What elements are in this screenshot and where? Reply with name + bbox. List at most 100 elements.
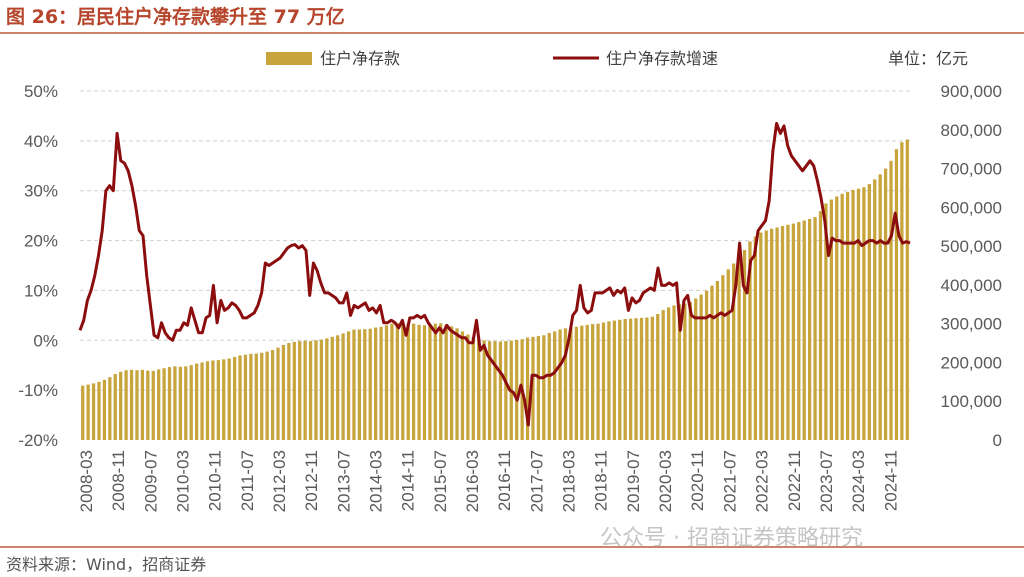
bar (146, 370, 150, 440)
bar (786, 224, 790, 440)
x-tick-label: 2018-03 (560, 450, 579, 512)
bar (379, 326, 383, 440)
bar (634, 318, 638, 440)
unit-label: 单位：亿元 (888, 49, 968, 68)
bar (281, 344, 286, 440)
bar (553, 331, 557, 440)
x-tick-label: 2020-03 (656, 450, 675, 512)
y-left-tick-label: 30% (24, 182, 58, 201)
bar (395, 322, 399, 440)
bar (151, 370, 155, 440)
bar (699, 294, 703, 440)
x-tick-label: 2018-11 (592, 450, 611, 511)
bar (81, 385, 85, 440)
x-tick-label: 2024-11 (881, 450, 900, 511)
bar (753, 236, 758, 440)
bar (704, 290, 709, 440)
bar (460, 331, 465, 440)
bar (270, 350, 275, 440)
bar (813, 217, 817, 440)
bar (232, 357, 237, 440)
bar (319, 339, 324, 440)
y-right-tick-label: 500,000 (941, 237, 1002, 256)
y-left-tick-label: 0% (33, 331, 58, 350)
footer-divider (0, 546, 1024, 548)
bar (184, 366, 188, 440)
bar (330, 336, 334, 440)
bar (542, 335, 546, 440)
x-tick-label: 2008-03 (77, 450, 96, 512)
bar (374, 327, 378, 440)
bar (536, 336, 541, 440)
x-tick-label: 2023-07 (817, 450, 836, 512)
bar (86, 384, 90, 440)
bar (791, 223, 795, 440)
x-tick-label: 2016-11 (495, 450, 514, 511)
bar (639, 317, 644, 440)
y-right-tick-label: 600,000 (941, 198, 1002, 217)
bar (574, 326, 578, 440)
bar (618, 319, 622, 440)
x-tick-label: 2014-11 (399, 450, 418, 511)
bar (802, 220, 806, 440)
chart-area: -20% -10% 0% 10% 20% 30% 40% 50% 0 100,000 200,000… (18, 49, 1002, 512)
y-right-tick-label: 400,000 (941, 276, 1002, 295)
bar (119, 371, 123, 440)
legend-line-label: 住户净存款增速 (606, 49, 718, 68)
bar (140, 369, 145, 440)
bar (883, 168, 888, 441)
bar (211, 360, 215, 440)
bar (661, 310, 665, 440)
bar (878, 174, 882, 440)
bar (222, 359, 226, 440)
bar (287, 343, 291, 440)
y-right-tick-label: 100,000 (941, 392, 1002, 411)
bar (873, 179, 877, 440)
bar (200, 362, 204, 440)
bar (455, 328, 459, 440)
bar (477, 338, 481, 440)
bar (835, 196, 839, 440)
bar (417, 324, 421, 440)
bar (363, 329, 367, 440)
bar (487, 341, 492, 440)
y-left-tick-label: 50% (24, 82, 58, 101)
bar (298, 341, 302, 440)
bar (726, 269, 730, 440)
bar (775, 227, 779, 440)
bar (596, 323, 600, 440)
bar (406, 323, 410, 440)
legend-bar-label: 住户净存款 (320, 49, 400, 68)
bar (894, 149, 899, 440)
bar (732, 263, 736, 440)
bar (444, 324, 448, 440)
bar (840, 193, 844, 440)
bar (601, 322, 606, 440)
x-tick-label: 2010-11 (206, 450, 225, 511)
bar (308, 341, 313, 440)
bar (162, 368, 166, 440)
bar (493, 341, 497, 440)
x-tick-label: 2022-03 (753, 450, 772, 512)
bar (764, 230, 768, 440)
bar (341, 333, 345, 440)
title-divider (0, 32, 1024, 34)
x-tick-label: 2017-07 (527, 450, 546, 512)
bar (710, 285, 714, 440)
y-left-tick-label: 40% (24, 132, 58, 151)
bar (249, 353, 253, 440)
bar (401, 323, 405, 440)
bar (824, 203, 828, 440)
bar (656, 313, 660, 440)
x-tick-label: 2010-03 (174, 450, 193, 512)
x-tick-label: 2011-07 (238, 450, 257, 511)
bar (422, 325, 427, 440)
y-right-tick-label: 0 (993, 431, 1002, 450)
bar (303, 340, 307, 440)
bar (569, 327, 573, 440)
x-tick-label: 2009-07 (141, 450, 160, 512)
bar (482, 340, 486, 440)
bar (683, 303, 687, 440)
bar (780, 225, 785, 440)
bar (585, 324, 589, 440)
